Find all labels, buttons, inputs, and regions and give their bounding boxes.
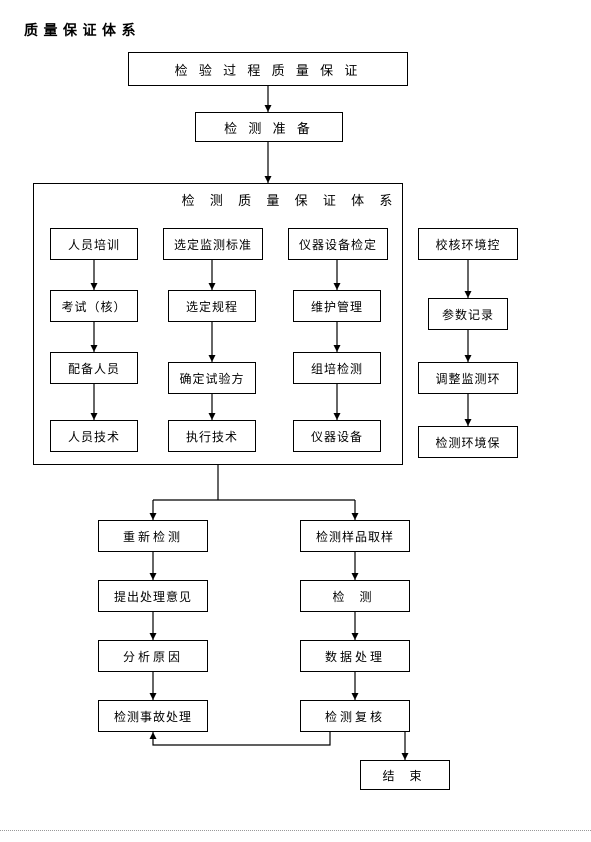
node-maintenance: 维护管理 [293, 290, 381, 322]
node-personnel-tech: 人员技术 [50, 420, 138, 452]
section-title: 检 测 质 量 保 证 体 系 [155, 190, 425, 209]
node-select-standard: 选定监测标准 [163, 228, 263, 260]
node-review: 检测复核 [300, 700, 410, 732]
node-staffing: 配备人员 [50, 352, 138, 384]
node-sampling: 检测样品取样 [300, 520, 410, 552]
node-redetect: 重新检测 [98, 520, 208, 552]
node-personnel-training: 人员培训 [50, 228, 138, 260]
node-end: 结 束 [360, 760, 450, 790]
node-determine-method: 确定试验方 [168, 362, 256, 394]
node-detect: 检 测 [300, 580, 410, 612]
node-data-process: 数据处理 [300, 640, 410, 672]
node-execute-tech: 执行技术 [168, 420, 256, 452]
node-culture-test: 组培检测 [293, 352, 381, 384]
node-exam: 考试（核） [50, 290, 138, 322]
node-param-record: 参数记录 [428, 298, 508, 330]
page-footer-divider [0, 830, 591, 831]
node-equipment-verify: 仪器设备检定 [288, 228, 388, 260]
node-propose-handling: 提出处理意见 [98, 580, 208, 612]
node-select-procedure: 选定规程 [168, 290, 256, 322]
node-env-verify: 校核环境控 [418, 228, 518, 260]
node-env-protect: 检测环境保 [418, 426, 518, 458]
page-title: 质 量 保 证 体 系 [24, 20, 137, 40]
node-accident-handling: 检测事故处理 [98, 700, 208, 732]
node-detection-prep: 检 测 准 备 [195, 112, 343, 142]
node-adjust-env: 调整监测环 [418, 362, 518, 394]
node-equipment: 仪器设备 [293, 420, 381, 452]
node-analyze-cause: 分析原因 [98, 640, 208, 672]
node-process-assurance: 检 验 过 程 质 量 保 证 [128, 52, 408, 86]
